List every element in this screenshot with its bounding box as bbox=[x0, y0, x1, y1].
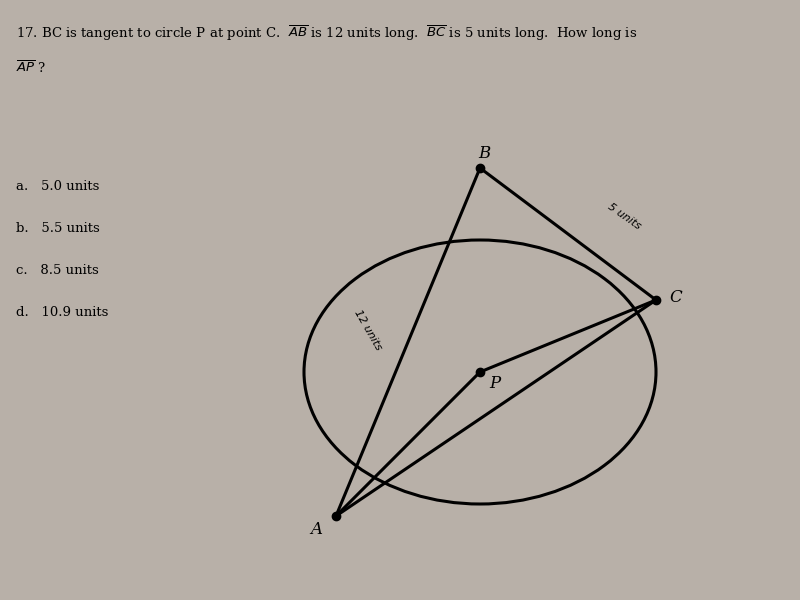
Text: A: A bbox=[310, 521, 322, 538]
Text: $\overline{AP}$ ?: $\overline{AP}$ ? bbox=[16, 60, 46, 76]
Text: a.   5.0 units: a. 5.0 units bbox=[16, 180, 99, 193]
Text: C: C bbox=[670, 289, 682, 305]
Text: c.   8.5 units: c. 8.5 units bbox=[16, 264, 98, 277]
Text: B: B bbox=[478, 145, 490, 161]
Text: 12 units: 12 units bbox=[353, 308, 383, 352]
Text: P: P bbox=[489, 376, 500, 392]
Text: 17. BC is tangent to circle P at point C.  $\overline{AB}$ is 12 units long.  $\: 17. BC is tangent to circle P at point C… bbox=[16, 24, 637, 43]
Text: d.   10.9 units: d. 10.9 units bbox=[16, 306, 108, 319]
Text: b.   5.5 units: b. 5.5 units bbox=[16, 222, 100, 235]
Text: 5 units: 5 units bbox=[606, 201, 642, 231]
